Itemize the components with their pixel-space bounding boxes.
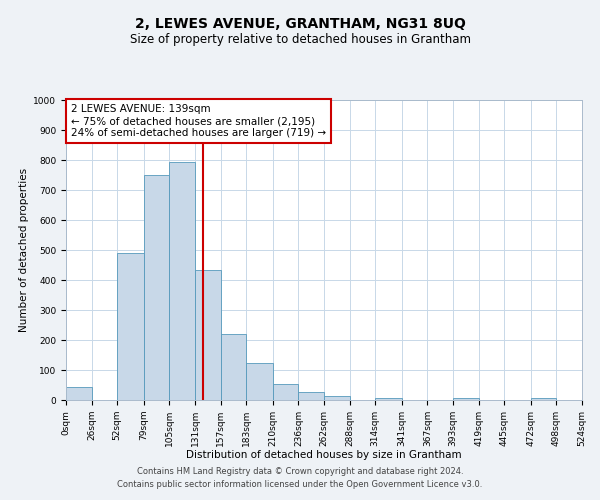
Bar — [66, 386, 92, 400]
Bar — [117, 253, 144, 400]
Text: Contains public sector information licensed under the Open Government Licence v3: Contains public sector information licen… — [118, 480, 482, 489]
Text: 2, LEWES AVENUE, GRANTHAM, NG31 8UQ: 2, LEWES AVENUE, GRANTHAM, NG31 8UQ — [134, 18, 466, 32]
Text: Contains HM Land Registry data © Crown copyright and database right 2024.: Contains HM Land Registry data © Crown c… — [137, 467, 463, 476]
Bar — [221, 334, 246, 400]
Bar — [246, 362, 273, 400]
Text: 2 LEWES AVENUE: 139sqm
← 75% of detached houses are smaller (2,195)
24% of semi-: 2 LEWES AVENUE: 139sqm ← 75% of detached… — [71, 104, 326, 138]
Bar — [375, 398, 402, 400]
Text: Size of property relative to detached houses in Grantham: Size of property relative to detached ho… — [130, 32, 470, 46]
Bar — [144, 175, 169, 400]
Bar — [195, 270, 221, 400]
Bar — [298, 392, 324, 400]
Bar — [531, 398, 556, 400]
Bar — [453, 398, 479, 400]
X-axis label: Distribution of detached houses by size in Grantham: Distribution of detached houses by size … — [186, 450, 462, 460]
Bar — [324, 396, 350, 400]
Y-axis label: Number of detached properties: Number of detached properties — [19, 168, 29, 332]
Bar — [169, 162, 195, 400]
Bar — [273, 384, 298, 400]
